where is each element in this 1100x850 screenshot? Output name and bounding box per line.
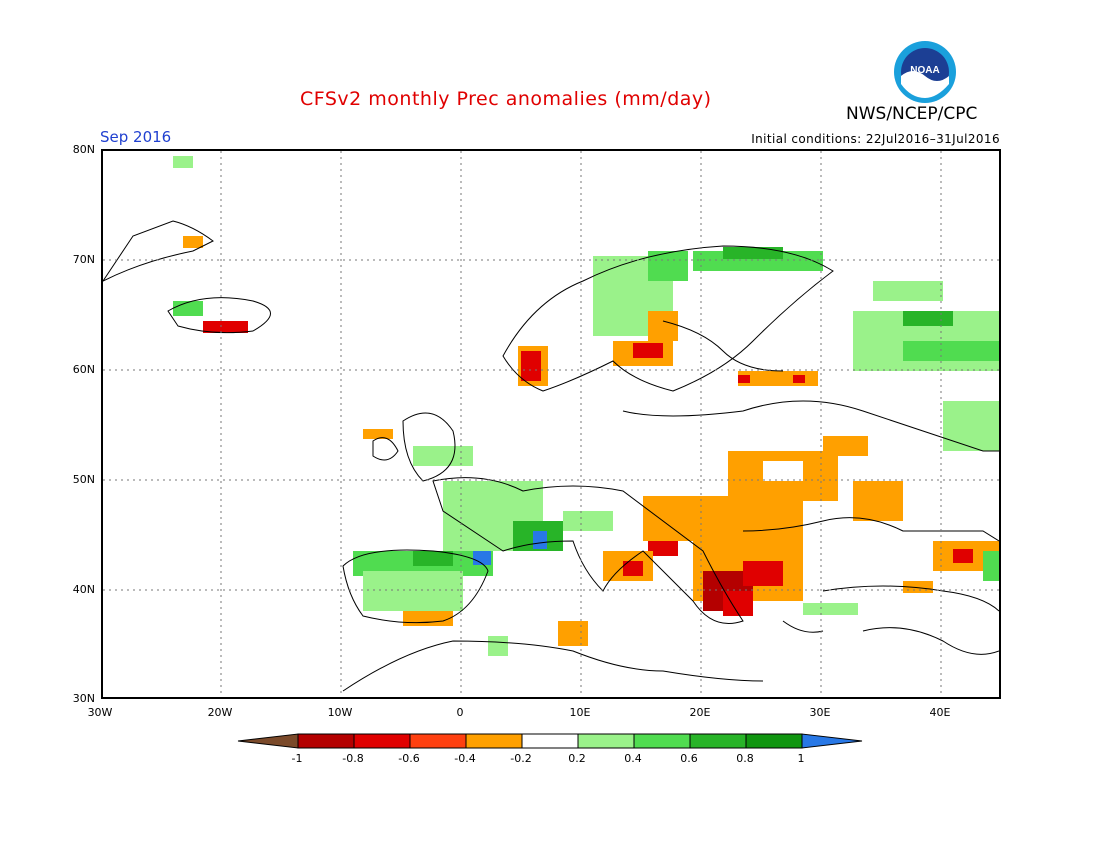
- anomaly-map: [101, 149, 1001, 699]
- map-canvas: [101, 151, 1000, 697]
- agency-label: NWS/NCEP/CPC: [846, 104, 978, 124]
- colorbar-segment: [353, 733, 411, 749]
- colorbar-segment: [689, 733, 747, 749]
- graticule: [103, 151, 999, 697]
- colorbar-tick-label: 0.8: [736, 752, 754, 765]
- colorbar-segment: [297, 733, 355, 749]
- anomaly-patches: [173, 156, 999, 656]
- forecast-month: Sep 2016: [100, 128, 172, 146]
- colorbar-segment: [633, 733, 691, 749]
- coastlines: [101, 220, 1000, 692]
- colorbar-tick-label: -0.4: [454, 752, 476, 765]
- map-title: CFSv2 monthly Prec anomalies (mm/day): [300, 88, 712, 110]
- colorbar-tick-label: 0.2: [568, 752, 586, 765]
- lat-label-50n: 50N: [72, 473, 95, 486]
- colorbar-tick-label: -1: [291, 752, 303, 765]
- lat-label-70n: 70N: [72, 253, 95, 266]
- colorbar-segment: [409, 733, 467, 749]
- lon-label-0: 0: [456, 706, 464, 719]
- colorbar-arrow-high: [801, 733, 863, 749]
- colorbar-tick-label: -0.6: [398, 752, 420, 765]
- colorbar: [236, 730, 866, 770]
- lon-label-10e: 10E: [569, 706, 591, 719]
- lon-label-30w: 30W: [87, 706, 113, 719]
- colorbar-tick-label: 1: [797, 752, 805, 765]
- lon-label-10w: 10W: [327, 706, 353, 719]
- colorbar-tick-label: -0.2: [510, 752, 532, 765]
- lon-label-30e: 30E: [809, 706, 831, 719]
- colorbar-segment: [521, 733, 579, 749]
- colorbar-tick-label: -0.8: [342, 752, 364, 765]
- lon-label-40e: 40E: [929, 706, 951, 719]
- lat-label-60n: 60N: [72, 363, 95, 376]
- colorbar-segment: [745, 733, 803, 749]
- lat-label-40n: 40N: [72, 583, 95, 596]
- lon-label-20w: 20W: [207, 706, 233, 719]
- colorbar-arrow-low: [237, 733, 299, 749]
- colorbar-tick-label: 0.6: [680, 752, 698, 765]
- lat-label-30n: 30N: [72, 692, 95, 705]
- initial-conditions: Initial conditions: 22Jul2016–31Jul2016: [751, 132, 1000, 146]
- lat-label-80n: 80N: [72, 143, 95, 156]
- colorbar-tick-label: 0.4: [624, 752, 642, 765]
- colorbar-segments: [237, 733, 863, 749]
- colorbar-segment: [465, 733, 523, 749]
- noaa-logo: NOAA: [893, 40, 957, 104]
- colorbar-segment: [577, 733, 635, 749]
- lon-label-20e: 20E: [689, 706, 711, 719]
- svg-text:NOAA: NOAA: [910, 65, 939, 76]
